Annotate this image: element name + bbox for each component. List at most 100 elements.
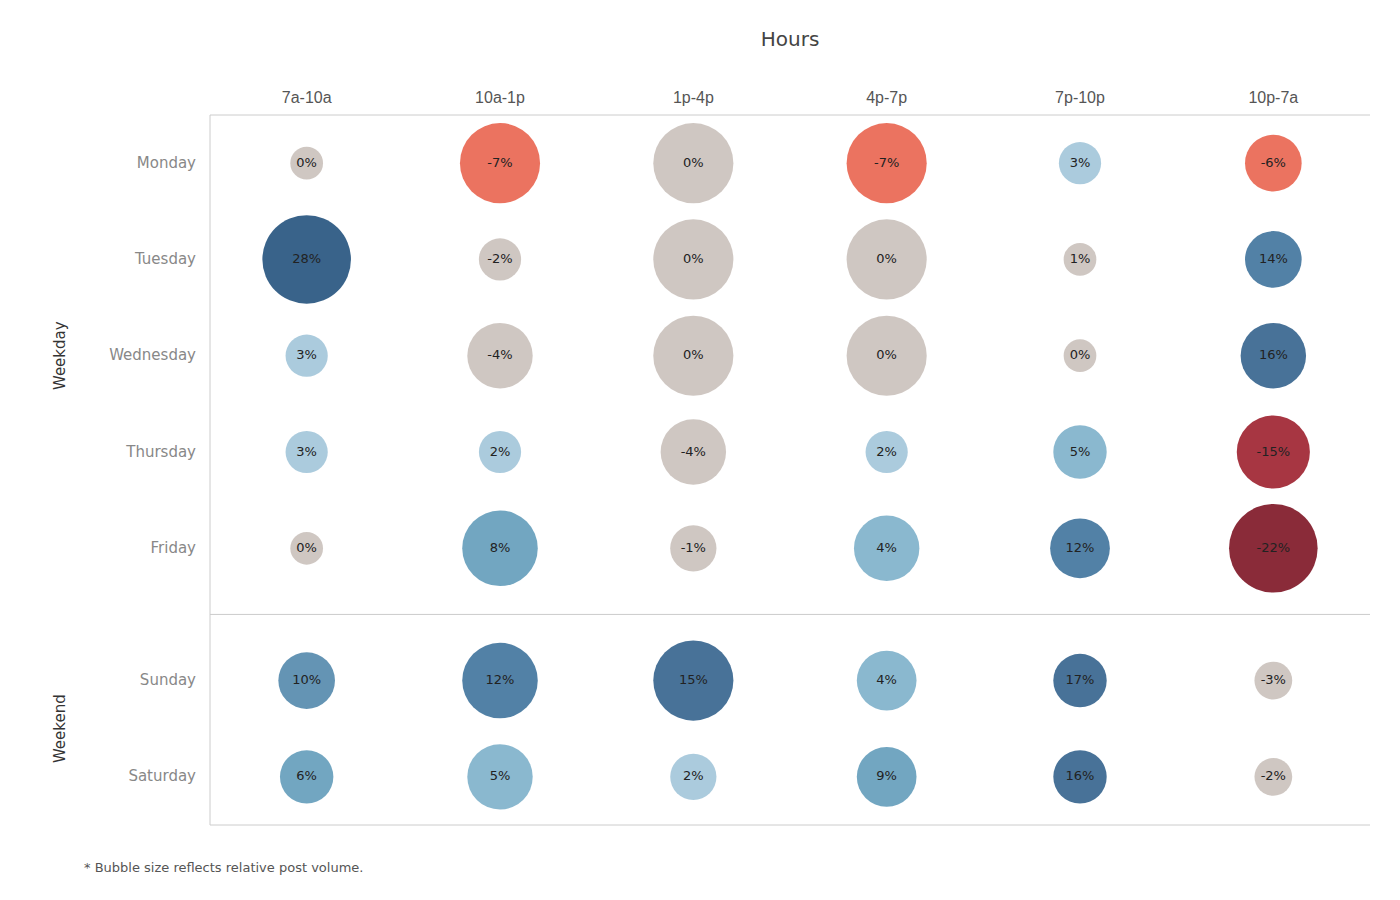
data-label: 14%	[1259, 251, 1288, 266]
group-label: Weekday	[51, 321, 69, 390]
bubble	[278, 652, 335, 709]
group-labels: Weekday Weekend	[51, 321, 69, 763]
data-label: -6%	[1261, 155, 1286, 170]
bubble	[1064, 243, 1097, 276]
data-label: 8%	[490, 540, 511, 555]
row-label: Friday	[151, 539, 197, 557]
bubble	[854, 516, 919, 581]
grid-border	[210, 115, 211, 825]
bubble	[670, 525, 716, 571]
data-label: 10%	[292, 672, 321, 687]
bubble	[1237, 415, 1310, 488]
row-label: Tuesday	[134, 250, 196, 268]
data-label: -2%	[487, 251, 512, 266]
row-label: Monday	[137, 154, 196, 172]
data-label: 9%	[876, 768, 897, 783]
bubble	[462, 511, 538, 587]
data-label: 16%	[1066, 768, 1095, 783]
data-label: 5%	[490, 768, 511, 783]
bubbles	[262, 123, 1317, 809]
bubble	[286, 335, 328, 377]
data-label: 2%	[876, 444, 897, 459]
grid-line	[210, 614, 1370, 615]
group-label: Weekend	[51, 694, 69, 763]
data-label: -1%	[681, 540, 706, 555]
bubble	[661, 419, 726, 484]
bubble	[847, 123, 927, 203]
data-label: 12%	[1066, 540, 1095, 555]
column-label: 7p-10p	[1055, 89, 1105, 106]
bubble	[653, 219, 733, 299]
data-label: 28%	[292, 251, 321, 266]
bubble	[460, 123, 540, 203]
data-label: 2%	[683, 768, 704, 783]
bubble	[462, 643, 538, 719]
data-label: 3%	[296, 347, 317, 362]
data-label: -3%	[1261, 672, 1286, 687]
bubble	[1241, 323, 1306, 388]
footnote: * Bubble size reflects relative post vol…	[84, 860, 363, 875]
bubble	[1245, 135, 1302, 192]
column-label: 10a-1p	[475, 89, 525, 106]
data-label: 3%	[1070, 155, 1091, 170]
data-label: 0%	[296, 155, 317, 170]
row-label: Saturday	[128, 767, 196, 785]
x-tick: 10a-1p	[475, 89, 525, 106]
bubble	[670, 754, 716, 800]
bubble	[1050, 518, 1110, 578]
row-label: Thursday	[125, 443, 196, 461]
grid-line	[210, 825, 1370, 826]
bubble	[653, 316, 733, 396]
data-label: 15%	[679, 672, 708, 687]
data-label: -7%	[874, 155, 899, 170]
bubble	[479, 238, 521, 280]
bubble	[262, 215, 351, 304]
bubble	[866, 431, 908, 473]
bubble	[653, 123, 733, 203]
bubble	[653, 641, 733, 721]
bubble	[479, 431, 521, 473]
data-label: 17%	[1066, 672, 1095, 687]
data-label: 6%	[296, 768, 317, 783]
data-label: 0%	[876, 251, 897, 266]
data-label: 2%	[490, 444, 511, 459]
data-labels: 0%-7%0%-7%3%-6%28%-2%0%0%1%14%3%-4%0%0%0…	[292, 155, 1290, 784]
grid	[210, 115, 1370, 825]
x-axis: 7a-10a 10a-1p 1p-4p 4p-7p 7p-10p 10p-7a	[282, 89, 1299, 106]
chart: Hours7a-10a10a-1p1p-4p4p-7p7p-10p10p-7aM…	[0, 0, 1400, 900]
x-tick: 1p-4p	[673, 89, 714, 106]
bubble	[857, 651, 917, 711]
bubble	[467, 323, 532, 388]
data-label: 5%	[1070, 444, 1091, 459]
data-label: 0%	[1070, 347, 1091, 362]
bubble	[1064, 339, 1097, 372]
data-label: -15%	[1257, 444, 1291, 459]
data-label: 0%	[876, 347, 897, 362]
column-label: 10p-7a	[1248, 89, 1298, 106]
data-label: 0%	[296, 540, 317, 555]
x-tick: 4p-7p	[866, 89, 907, 106]
bubble	[857, 747, 917, 807]
data-label: 1%	[1070, 251, 1091, 266]
data-label: -4%	[487, 347, 512, 362]
bubble	[1254, 662, 1292, 700]
bubble	[1053, 425, 1106, 478]
column-label: 7a-10a	[282, 89, 332, 106]
bubble	[280, 750, 333, 803]
data-label: 4%	[876, 540, 897, 555]
data-label: 4%	[876, 672, 897, 687]
data-label: 0%	[683, 155, 704, 170]
data-label: -2%	[1261, 768, 1286, 783]
column-label: 4p-7p	[866, 89, 907, 106]
bubble	[286, 431, 328, 473]
bubble	[290, 532, 323, 565]
bubble	[1254, 758, 1292, 796]
data-label: 0%	[683, 347, 704, 362]
data-label: 3%	[296, 444, 317, 459]
bubble	[847, 316, 927, 396]
data-label: 16%	[1259, 347, 1288, 362]
bubble	[467, 744, 532, 809]
x-tick: 10p-7a	[1248, 89, 1298, 106]
bubble	[1053, 750, 1106, 803]
data-label: 12%	[486, 672, 515, 687]
